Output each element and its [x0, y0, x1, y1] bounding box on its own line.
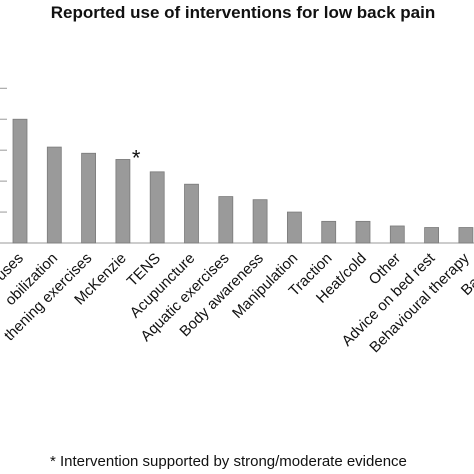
bar: [321, 220, 337, 244]
bar: [355, 220, 371, 244]
bar: [81, 152, 96, 244]
bar: [424, 227, 440, 244]
footnote: * Intervention supported by strong/moder…: [50, 453, 407, 470]
bar: [46, 146, 62, 244]
bar: [389, 225, 405, 244]
bar: [286, 211, 302, 244]
bar: [12, 118, 28, 244]
chart-title: Reported use of interventions for low ba…: [51, 3, 435, 22]
bar: [458, 227, 474, 244]
annotation: *: [132, 145, 141, 170]
bar: [252, 199, 268, 244]
bar: [115, 159, 131, 244]
bar: [218, 196, 234, 244]
bar: [149, 171, 165, 244]
bar: [184, 183, 199, 244]
